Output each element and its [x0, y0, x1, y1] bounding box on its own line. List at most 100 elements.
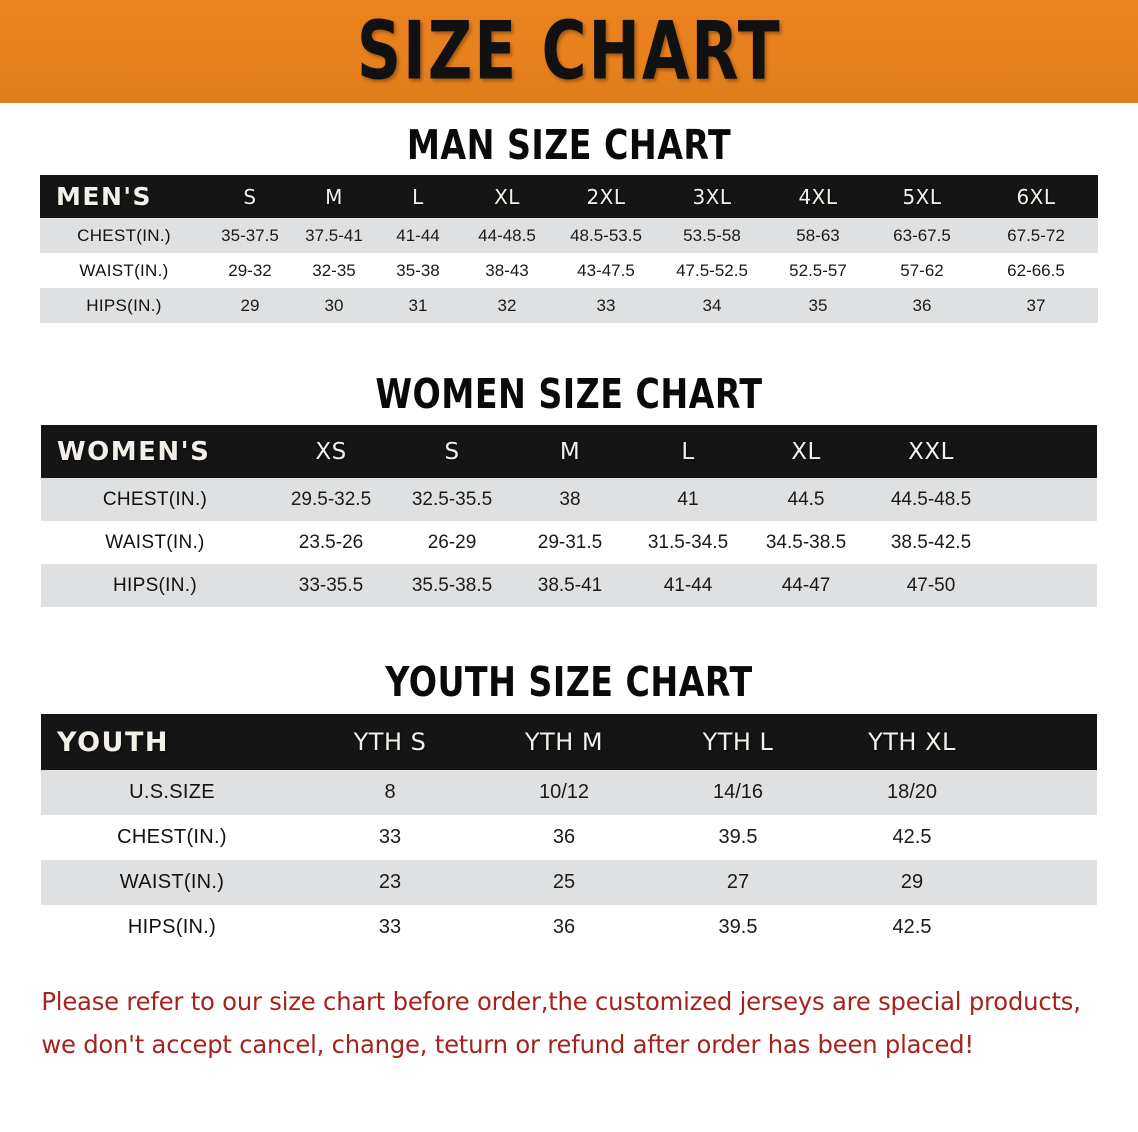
man-chest-3xl: 53.5-58	[658, 218, 766, 253]
man-section-title: MAN SIZE CHART	[406, 122, 732, 170]
youth-chest-m: 36	[477, 815, 651, 860]
man-chest-2xl: 48.5-53.5	[554, 218, 658, 253]
youth-row-label-ussize: U.S.SIZE	[41, 770, 303, 815]
women-col-header-xxl: XXL	[865, 425, 997, 478]
women-row-label-hips: HIPS(IN.)	[41, 564, 269, 607]
man-col-header-l: L	[376, 175, 460, 218]
youth-ussize-filler	[999, 770, 1097, 815]
man-waist-m: 32-35	[292, 253, 376, 288]
youth-section-title: YOUTH SIZE CHART	[385, 659, 753, 707]
women-chest-xxl: 44.5-48.5	[865, 478, 997, 521]
table-row: WAIST(IN.) 29-32 32-35 35-38 38-43 43-47…	[40, 253, 1098, 288]
spacer	[0, 950, 1138, 964]
man-waist-6xl: 62-66.5	[974, 253, 1098, 288]
man-row-label-waist: WAIST(IN.)	[40, 253, 208, 288]
man-col-header-m: M	[292, 175, 376, 218]
man-hips-5xl: 36	[870, 288, 974, 323]
youth-hips-m: 36	[477, 905, 651, 950]
page-title: SIZE CHART	[356, 5, 782, 98]
man-chest-m: 37.5-41	[292, 218, 376, 253]
women-row-label-chest: CHEST(IN.)	[41, 478, 269, 521]
women-chest-l: 41	[629, 478, 747, 521]
note-line-2: we don't accept cancel, change, teturn o…	[41, 1030, 974, 1059]
women-section-title: WOMEN SIZE CHART	[375, 371, 763, 419]
women-col-header-xl: XL	[747, 425, 865, 478]
women-hips-xl: 44-47	[747, 564, 865, 607]
table-row: HIPS(IN.) 29 30 31 32 33 34 35 36 37	[40, 288, 1098, 323]
man-col-header-5xl: 5XL	[870, 175, 974, 218]
youth-hips-s: 33	[303, 905, 477, 950]
youth-header-filler	[999, 714, 1097, 770]
women-waist-filler	[997, 521, 1097, 564]
man-size-table: MEN'S S M L XL 2XL 3XL 4XL 5XL 6XL CHEST…	[40, 175, 1098, 323]
women-col-header-l: L	[629, 425, 747, 478]
youth-waist-s: 23	[303, 860, 477, 905]
women-chest-xs: 29.5-32.5	[269, 478, 393, 521]
youth-hips-l: 39.5	[651, 905, 825, 950]
women-chest-xl: 44.5	[747, 478, 865, 521]
women-row-label-waist: WAIST(IN.)	[41, 521, 269, 564]
page-banner: SIZE CHART	[0, 0, 1138, 103]
man-waist-4xl: 52.5-57	[766, 253, 870, 288]
man-waist-xl: 38-43	[460, 253, 554, 288]
table-row: HIPS(IN.) 33 36 39.5 42.5	[41, 905, 1097, 950]
youth-waist-m: 25	[477, 860, 651, 905]
youth-ussize-s: 8	[303, 770, 477, 815]
youth-waist-l: 27	[651, 860, 825, 905]
youth-hips-filler	[999, 905, 1097, 950]
table-row: WAIST(IN.) 23.5-26 26-29 29-31.5 31.5-34…	[41, 521, 1097, 564]
man-table-header-row: MEN'S S M L XL 2XL 3XL 4XL 5XL 6XL	[40, 175, 1098, 218]
man-col-header-3xl: 3XL	[658, 175, 766, 218]
man-col-header-s: S	[208, 175, 292, 218]
man-hips-m: 30	[292, 288, 376, 323]
women-waist-xl: 34.5-38.5	[747, 521, 865, 564]
women-col-header-m: M	[511, 425, 629, 478]
women-waist-m: 29-31.5	[511, 521, 629, 564]
man-chest-5xl: 63-67.5	[870, 218, 974, 253]
women-col-header-xs: XS	[269, 425, 393, 478]
women-hips-l: 41-44	[629, 564, 747, 607]
return-policy-note: Please refer to our size chart before or…	[20, 964, 1085, 1066]
table-row: HIPS(IN.) 33-35.5 35.5-38.5 38.5-41 41-4…	[41, 564, 1097, 607]
women-waist-s: 26-29	[393, 521, 511, 564]
youth-row-label-chest: CHEST(IN.)	[41, 815, 303, 860]
spacer	[0, 323, 1138, 351]
women-header-filler	[997, 425, 1097, 478]
table-row: CHEST(IN.) 33 36 39.5 42.5	[41, 815, 1097, 860]
youth-chest-xl: 42.5	[825, 815, 999, 860]
women-chest-m: 38	[511, 478, 629, 521]
women-chest-s: 32.5-35.5	[393, 478, 511, 521]
youth-waist-filler	[999, 860, 1097, 905]
youth-row-label-hips: HIPS(IN.)	[41, 905, 303, 950]
youth-hips-xl: 42.5	[825, 905, 999, 950]
man-col-header-4xl: 4XL	[766, 175, 870, 218]
youth-col-header-s: YTH S	[303, 714, 477, 770]
man-hips-s: 29	[208, 288, 292, 323]
man-chest-xl: 44-48.5	[460, 218, 554, 253]
man-row-label-chest: CHEST(IN.)	[40, 218, 208, 253]
youth-ussize-l: 14/16	[651, 770, 825, 815]
youth-col-header-m: YTH M	[477, 714, 651, 770]
women-waist-xxl: 38.5-42.5	[865, 521, 997, 564]
women-hips-m: 38.5-41	[511, 564, 629, 607]
man-col-header-2xl: 2XL	[554, 175, 658, 218]
man-col-header-6xl: 6XL	[974, 175, 1098, 218]
women-size-table: WOMEN'S XS S M L XL XXL CHEST(IN.) 29.5-…	[41, 425, 1097, 607]
youth-chest-l: 39.5	[651, 815, 825, 860]
youth-col-header-xl: YTH XL	[825, 714, 999, 770]
youth-row-label-waist: WAIST(IN.)	[41, 860, 303, 905]
youth-corner-label: YOUTH	[41, 714, 303, 770]
women-chest-filler	[997, 478, 1097, 521]
man-row-label-hips: HIPS(IN.)	[40, 288, 208, 323]
man-hips-2xl: 33	[554, 288, 658, 323]
youth-col-header-l: YTH L	[651, 714, 825, 770]
women-col-header-s: S	[393, 425, 511, 478]
man-waist-2xl: 43-47.5	[554, 253, 658, 288]
youth-chest-s: 33	[303, 815, 477, 860]
man-waist-l: 35-38	[376, 253, 460, 288]
man-waist-s: 29-32	[208, 253, 292, 288]
youth-chest-filler	[999, 815, 1097, 860]
youth-size-table: YOUTH YTH S YTH M YTH L YTH XL U.S.SIZE …	[41, 714, 1097, 950]
women-table-header-row: WOMEN'S XS S M L XL XXL	[41, 425, 1097, 478]
women-waist-xs: 23.5-26	[269, 521, 393, 564]
